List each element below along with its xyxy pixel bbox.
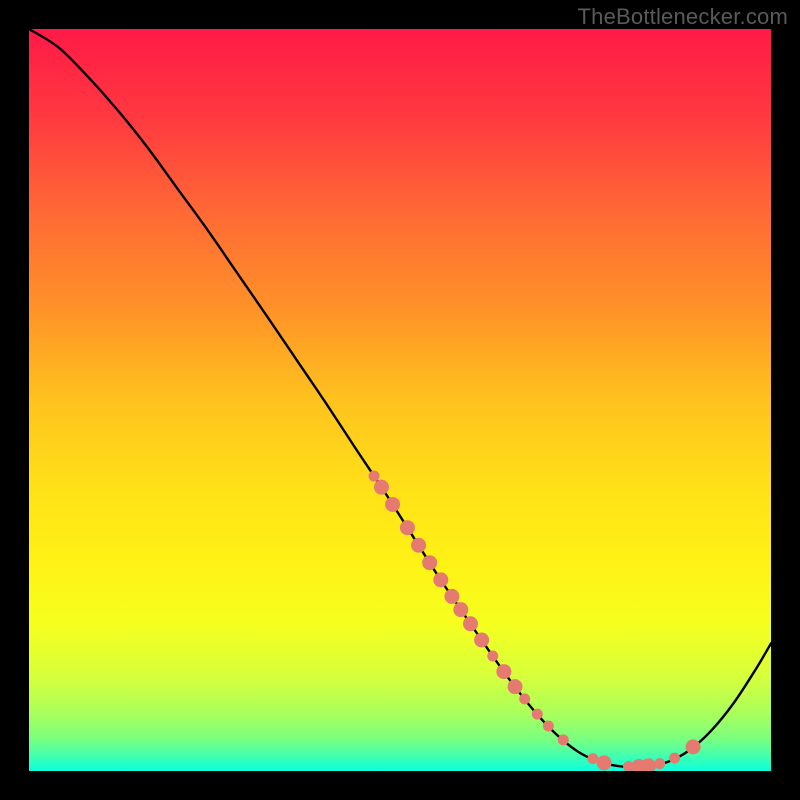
chart-frame: TheBottlenecker.com [0, 0, 800, 800]
plot-background [29, 29, 771, 771]
gradient-fill [29, 29, 771, 771]
watermark-text: TheBottlenecker.com [578, 4, 788, 30]
